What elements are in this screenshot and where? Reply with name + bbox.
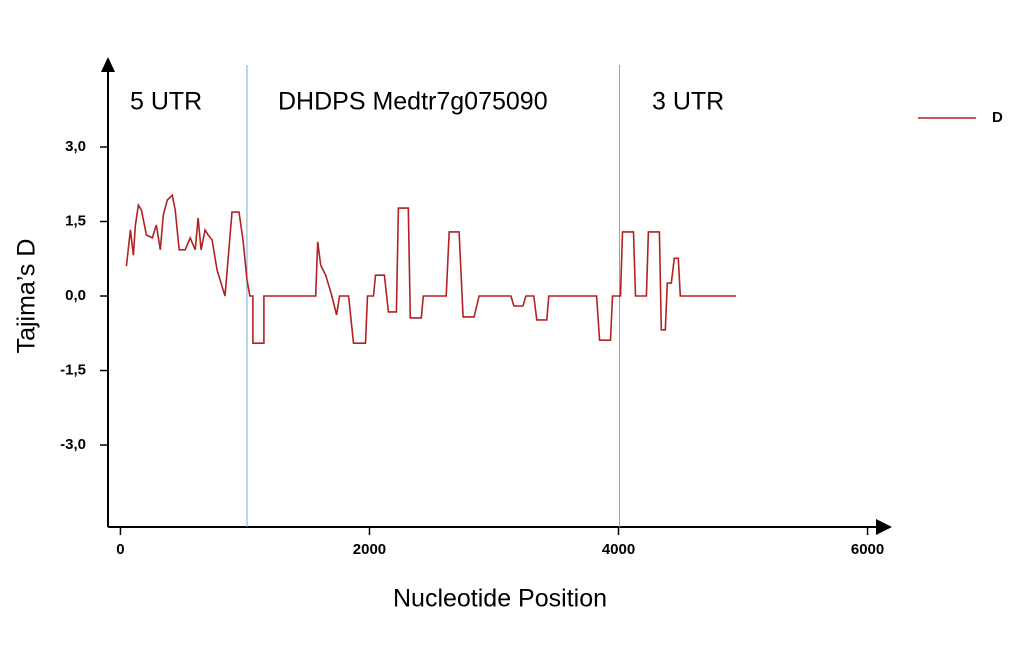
y-arrow xyxy=(101,57,115,72)
data-line xyxy=(125,193,737,344)
x-tick-label: 4000 xyxy=(602,541,635,558)
y-tick-label: -3,0 xyxy=(60,436,86,453)
y-tick-label: 3,0 xyxy=(65,138,86,155)
x-tick-label: 6000 xyxy=(851,541,884,558)
region-label: 3 UTR xyxy=(652,88,724,116)
x-arrow xyxy=(876,519,892,535)
x-axis-title: Nucleotide Position xyxy=(393,585,607,613)
legend-label: D xyxy=(992,109,1003,126)
y-tick-label: 0,0 xyxy=(65,287,86,304)
y-tick-label: 1,5 xyxy=(65,212,86,229)
y-axis-title: Tajima’s D xyxy=(13,239,41,354)
region-label: DHDPS Medtr7g075090 xyxy=(278,88,548,116)
y-tick-label: -1,5 xyxy=(60,361,86,378)
region-label: 5 UTR xyxy=(130,88,202,116)
x-tick-label: 0 xyxy=(116,541,124,558)
x-tick-label: 2000 xyxy=(353,541,386,558)
